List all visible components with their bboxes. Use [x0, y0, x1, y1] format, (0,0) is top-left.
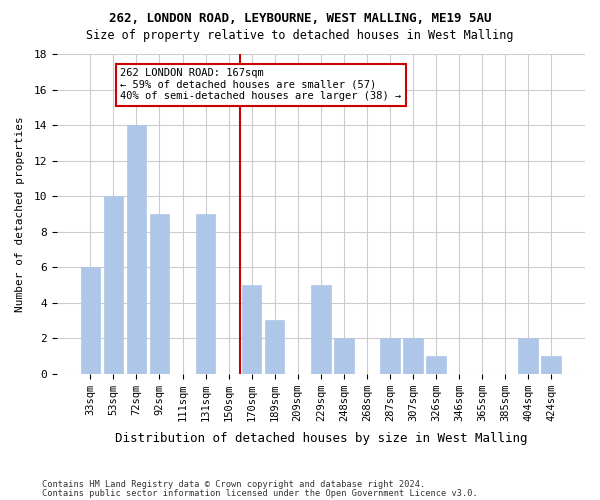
Bar — [80, 267, 100, 374]
Text: Size of property relative to detached houses in West Malling: Size of property relative to detached ho… — [86, 29, 514, 42]
Bar — [265, 320, 284, 374]
Text: 262 LONDON ROAD: 167sqm
← 59% of detached houses are smaller (57)
40% of semi-de: 262 LONDON ROAD: 167sqm ← 59% of detache… — [121, 68, 401, 102]
Text: Contains HM Land Registry data © Crown copyright and database right 2024.: Contains HM Land Registry data © Crown c… — [42, 480, 425, 489]
X-axis label: Distribution of detached houses by size in West Malling: Distribution of detached houses by size … — [115, 432, 527, 445]
Bar — [311, 285, 331, 374]
Text: 262, LONDON ROAD, LEYBOURNE, WEST MALLING, ME19 5AU: 262, LONDON ROAD, LEYBOURNE, WEST MALLIN… — [109, 12, 491, 26]
Y-axis label: Number of detached properties: Number of detached properties — [15, 116, 25, 312]
Text: Contains public sector information licensed under the Open Government Licence v3: Contains public sector information licen… — [42, 489, 478, 498]
Bar — [104, 196, 123, 374]
Bar — [518, 338, 538, 374]
Bar — [403, 338, 423, 374]
Bar — [426, 356, 446, 374]
Bar — [127, 125, 146, 374]
Bar — [541, 356, 561, 374]
Bar — [149, 214, 169, 374]
Bar — [380, 338, 400, 374]
Bar — [334, 338, 353, 374]
Bar — [196, 214, 215, 374]
Bar — [242, 285, 262, 374]
